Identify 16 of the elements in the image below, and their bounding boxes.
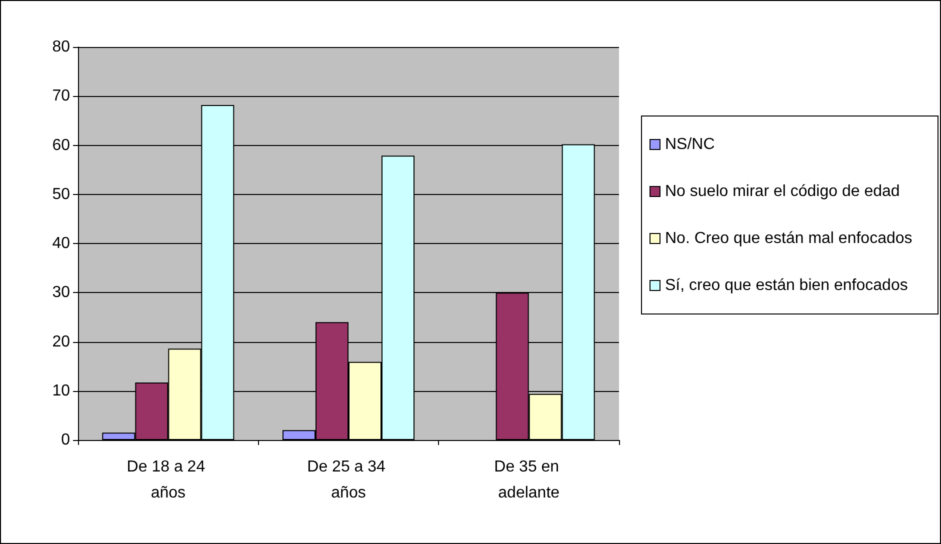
x-tick-label: De 25 a 34 años	[307, 458, 390, 502]
y-tick-label: 60	[52, 136, 70, 154]
y-tick-label: 20	[52, 333, 70, 350]
legend-label: No suelo mirar el código de edad	[665, 183, 900, 200]
legend-label: No. Creo que están mal enfocados	[665, 230, 912, 247]
y-tick-label: 10	[52, 382, 70, 400]
legend-label: NS/NC	[665, 136, 715, 153]
x-tick-label: De 35 en adelante	[494, 458, 564, 502]
y-tick-label: 70	[52, 88, 70, 105]
y-tick-label: 30	[52, 284, 70, 302]
legend-label: Sí, creo que están bien enfocados	[665, 277, 908, 294]
y-tick-label: 50	[52, 186, 70, 203]
y-tick-label: 80	[52, 38, 70, 56]
y-tick-label: 40	[52, 235, 70, 252]
x-tick-label: De 18 a 24 años	[126, 458, 210, 502]
y-tick-label: 0	[61, 432, 70, 448]
